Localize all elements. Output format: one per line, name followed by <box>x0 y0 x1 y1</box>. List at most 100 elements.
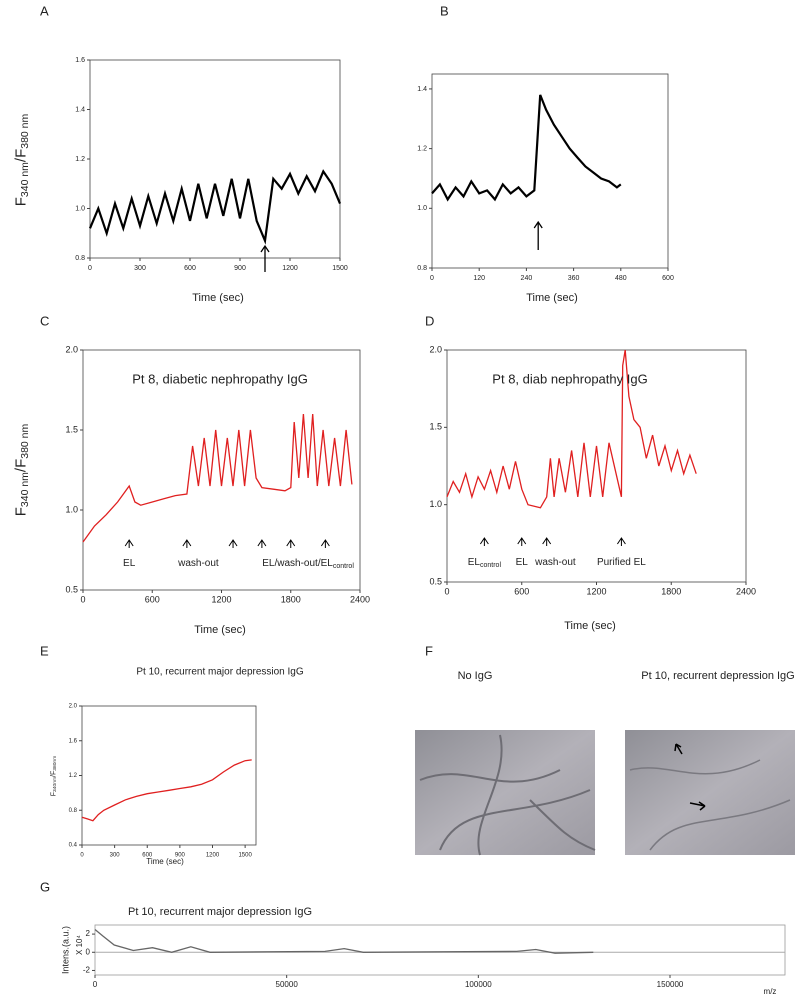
annotation-sub: control <box>480 562 501 569</box>
annotation: EL <box>123 558 136 569</box>
y-tick-label: 1.5 <box>65 424 78 434</box>
x-tick-label: 300 <box>134 265 146 272</box>
arrow <box>320 539 330 548</box>
panel-title: Pt 10, recurrent major depression IgG <box>128 906 312 918</box>
panel-label: E <box>40 643 49 658</box>
y-tick-label: 0.8 <box>69 808 78 814</box>
annotation-text: Purified EL <box>597 557 646 568</box>
x-tick-label: 900 <box>175 853 186 859</box>
x-tick-label: 600 <box>514 586 529 596</box>
y-tick-label: 1.5 <box>429 422 442 432</box>
y-tick-label: 0 <box>86 947 91 956</box>
x-tick-label: 2400 <box>736 586 756 596</box>
annotation-text: EL/wash-out/EL <box>262 558 333 569</box>
y-axis-label: Intens.(a.u.) <box>60 926 70 974</box>
trace <box>446 349 697 509</box>
x-tick-label: 600 <box>142 853 153 859</box>
y-axis-label-part: F <box>12 507 29 516</box>
annotation: wash-out <box>177 558 219 569</box>
y-axis-label-part: 340nm <box>52 777 58 792</box>
x-tick-label: 600 <box>145 594 160 604</box>
y-axis-label: F340 nm/F380 nm <box>12 113 31 206</box>
panel-label: F <box>425 643 433 658</box>
annotation-text: wash-out <box>534 557 576 568</box>
y-tick-label: 1.6 <box>69 738 78 744</box>
plot-frame <box>431 73 669 269</box>
x-tick-label: 0 <box>444 586 449 596</box>
micrograph-right <box>625 730 795 855</box>
x-tick-label: 300 <box>110 853 121 859</box>
arrow <box>257 539 267 548</box>
annotation: Purified EL <box>597 557 646 568</box>
x-tick-label: 1200 <box>211 594 231 604</box>
trace <box>82 413 353 543</box>
trace <box>94 929 594 954</box>
x-axis-label: Time (sec) <box>192 292 244 304</box>
panel-label: A <box>40 3 49 18</box>
arrow <box>479 537 489 546</box>
y-tick-label: -2 <box>83 966 91 975</box>
x-tick-label: 0 <box>430 275 434 282</box>
y-tick-label: 0.4 <box>69 843 78 849</box>
y-axis-label-part: /F <box>50 771 57 777</box>
x-axis-label: m/z <box>764 987 777 996</box>
x-axis-label: Time (sec) <box>194 624 246 636</box>
x-axis-label: Time (sec) <box>526 292 578 304</box>
x-tick-label: 1800 <box>661 586 681 596</box>
y-tick-label: 1.4 <box>417 86 427 93</box>
x-tick-label: 120 <box>473 275 485 282</box>
x-tick-label: 0 <box>80 594 85 604</box>
annotation-sub: control <box>333 563 354 570</box>
x-tick-label: 240 <box>521 275 533 282</box>
x-tick-label: 1500 <box>238 853 252 859</box>
y-tick-label: 1.2 <box>75 156 85 163</box>
plot-frame <box>89 59 341 259</box>
y-tick-label: 1.0 <box>75 205 85 212</box>
x-axis-label: Time (sec) <box>564 620 616 632</box>
x-tick-label: 0 <box>88 265 92 272</box>
y-tick-label: 0.5 <box>65 584 78 594</box>
annotation-text: EL <box>516 557 529 568</box>
trace <box>81 759 252 822</box>
y-tick-label: 2.0 <box>69 704 78 710</box>
annotation-text: wash-out <box>177 558 219 569</box>
arrow <box>182 539 192 548</box>
micrograph-left <box>415 730 596 856</box>
y-tick-label: 0.8 <box>75 255 85 262</box>
y-tick-label: 0.8 <box>417 265 427 272</box>
x-tick-label: 1200 <box>282 265 298 272</box>
y-tick-label: 1.6 <box>75 57 85 64</box>
y-axis-label-part: F <box>50 792 57 796</box>
image-caption: No IgG <box>458 670 493 682</box>
annotation: EL/wash-out/ELcontrol <box>262 558 354 570</box>
y-axis-label-part: /F <box>12 459 29 472</box>
y-tick-label: 1.0 <box>429 499 442 509</box>
y-axis-label-part: 340 nm <box>19 162 31 197</box>
arrow <box>228 539 238 548</box>
annotation: wash-out <box>534 557 576 568</box>
x-tick-label: 0 <box>80 853 84 859</box>
x-tick-label: 2400 <box>350 594 370 604</box>
x-tick-label: 0 <box>93 980 98 989</box>
arrow <box>542 537 552 546</box>
y-axis-label-part: 380 nm <box>19 423 31 458</box>
image-caption: Pt 10, recurrent depression IgG <box>641 670 794 682</box>
y-tick-label: 2.0 <box>65 344 78 354</box>
panel-title: Pt 8, diab nephropathy IgG <box>492 371 647 386</box>
arrow <box>124 539 134 548</box>
arrow <box>617 537 626 546</box>
x-tick-label: 1200 <box>206 853 220 859</box>
y-axis-label-part: /F <box>12 149 29 162</box>
panel-title: Pt 8, diabetic nephropathy IgG <box>132 371 308 386</box>
y-tick-label: 1.2 <box>417 145 427 152</box>
x-tick-label: 150000 <box>657 980 684 989</box>
y-axis-label-part: 380 nm <box>19 113 31 148</box>
x-axis-label: Time (sec) <box>146 857 184 866</box>
annotation-text: EL <box>123 558 136 569</box>
x-tick-label: 100000 <box>465 980 492 989</box>
plot-frame <box>81 705 257 846</box>
x-tick-label: 600 <box>662 275 674 282</box>
arrow <box>533 220 543 250</box>
panel-label: C <box>40 313 49 328</box>
